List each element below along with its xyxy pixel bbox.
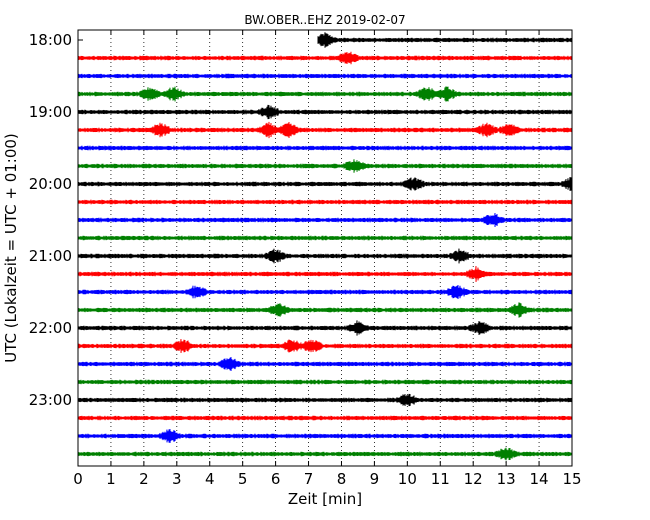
trace-2000 <box>77 177 573 191</box>
trace-1945 <box>77 159 573 173</box>
x-tick-label: 7 <box>304 470 314 488</box>
trace-2030 <box>77 212 573 228</box>
x-tick-label: 10 <box>398 470 417 488</box>
y-tick-label: 22:00 <box>29 319 72 337</box>
x-axis-ticks: 0 1 2 3 4 5 6 7 8 9 10 11 12 13 14 15 <box>73 30 582 488</box>
x-tick-label: 12 <box>464 470 483 488</box>
x-tick-label: 15 <box>562 470 581 488</box>
trace-2045 <box>77 235 573 241</box>
trace-group <box>77 32 573 461</box>
trace-2315 <box>77 415 573 421</box>
trace-2145 <box>77 302 573 318</box>
chart-title: BW.OBER..EHZ 2019-02-07 <box>244 13 405 27</box>
trace-2245 <box>77 379 573 385</box>
y-tick-label: 21:00 <box>29 247 72 265</box>
trace-1845 <box>77 86 573 102</box>
y-axis-ticks: 18:00 19:00 20:00 21:00 22:00 23:00 <box>29 31 572 409</box>
x-tick-label: 8 <box>337 470 347 488</box>
x-tick-label: 3 <box>172 470 182 488</box>
x-tick-label: 13 <box>497 470 516 488</box>
x-tick-label: 11 <box>431 470 450 488</box>
trace-2230 <box>77 357 573 371</box>
trace-1930 <box>77 145 573 151</box>
trace-1900 <box>77 104 573 120</box>
x-tick-label: 14 <box>530 470 549 488</box>
x-tick-label: 9 <box>370 470 380 488</box>
x-tick-label: 1 <box>106 470 116 488</box>
x-tick-label: 0 <box>73 470 83 488</box>
y-tick-label: 20:00 <box>29 175 72 193</box>
trace-1915 <box>77 121 573 139</box>
trace-2100 <box>77 248 573 264</box>
trace-2015 <box>77 199 573 205</box>
x-tick-label: 2 <box>139 470 149 488</box>
trace-2130 <box>77 284 573 300</box>
x-tick-label: 6 <box>271 470 281 488</box>
trace-2200 <box>77 320 573 336</box>
trace-2345 <box>77 447 573 461</box>
plot-frame <box>77 29 573 467</box>
trace-1815 <box>77 51 573 65</box>
trace-2300 <box>77 393 573 407</box>
y-tick-label: 18:00 <box>29 31 72 49</box>
y-axis-label: UTC (Lokalzeit = UTC + 01:00) <box>2 133 20 363</box>
x-tick-label: 5 <box>238 470 248 488</box>
trace-2115 <box>77 266 573 282</box>
y-tick-label: 19:00 <box>29 103 72 121</box>
x-tick-label: 4 <box>205 470 215 488</box>
x-axis-label: Zeit [min] <box>288 490 362 508</box>
trace-1800 <box>317 32 573 48</box>
trace-2215 <box>77 339 573 353</box>
trace-1830 <box>77 73 573 79</box>
y-tick-label: 23:00 <box>29 391 72 409</box>
grid-lines <box>110 30 540 466</box>
trace-2330 <box>77 429 573 443</box>
